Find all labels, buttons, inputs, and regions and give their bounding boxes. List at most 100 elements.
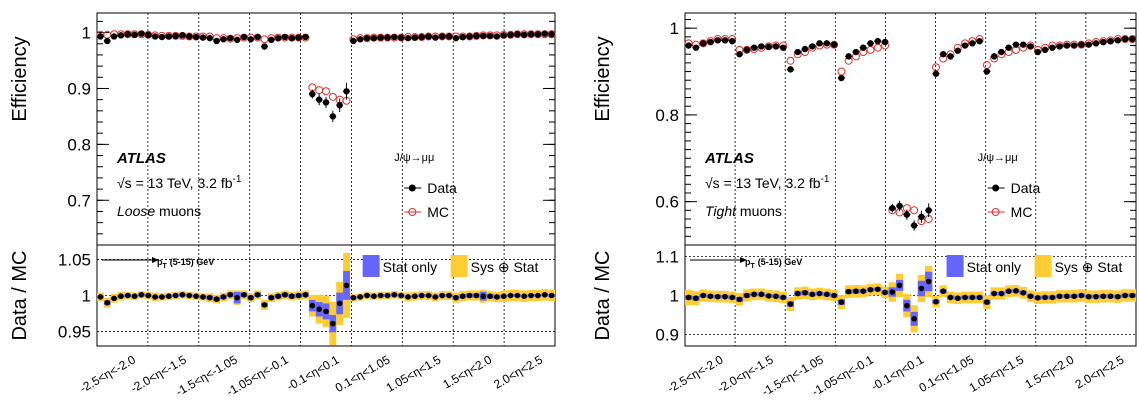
data-point [500,32,507,39]
data-point [1085,41,1092,48]
ratio-point [882,289,888,296]
data-point [714,37,721,44]
ratio-point [364,292,370,299]
pt-range: (5-15) GeV [170,257,215,267]
ratio-point [186,292,193,299]
ratio-point [124,292,131,299]
ratio-point [193,293,199,300]
ratio-point [323,308,329,315]
data-point [186,33,193,40]
ratio-point [473,292,480,299]
data-point [384,34,391,41]
luminosity-exponent: -1 [821,174,830,185]
ratio-point [398,292,404,299]
y-axis-label: Efficiency [9,36,31,121]
ratio-point [377,292,384,299]
ratio-point [816,290,823,297]
data-point [918,213,925,221]
ratio-point [275,293,281,300]
ratio-point [707,293,714,300]
data-point [527,31,535,38]
data-point [765,43,772,51]
legend-data-marker [992,184,1000,192]
data-point [896,202,903,210]
data-point [309,90,316,98]
data-point [315,96,323,103]
x-category-label: -0.1<η<0.1 [284,352,342,393]
ratio-point [439,292,446,299]
ratio-point [744,292,750,299]
data-point [117,32,125,39]
mc-point [866,45,875,54]
process-label: J/ψ→μμ [394,152,434,164]
ratio-point [794,290,801,297]
selection-suffix: muons [155,203,201,219]
data-point [1027,43,1034,50]
data-point [370,34,378,42]
ratio-point [459,293,466,300]
data-point [729,37,736,45]
ratio-tick-label: 1 [82,287,91,306]
legend-mc-marker [408,208,417,216]
pt-range: (5-15) GeV [758,257,803,267]
mc-point [837,67,846,76]
ratio-point [350,294,357,301]
data-point [302,33,309,41]
data-point [1020,41,1027,48]
energy-label: √s = 13 TeV, 3.2 fb-1 [117,174,242,191]
ratio-point [853,288,859,295]
ratio-point [991,290,997,297]
data-point [772,43,780,50]
data-point [206,34,213,42]
data-point [295,34,302,41]
data-point [1049,44,1056,51]
legend-stat-label: Stat only [383,259,437,275]
data-point [151,33,159,40]
ratio-point [1129,292,1136,299]
ratio-point [548,292,555,299]
ratio-point [1056,293,1063,300]
data-point [425,33,432,40]
ratio-point [1027,293,1034,300]
data-point [261,43,268,50]
x-category-label: -0.1<η<0.1 [869,352,927,393]
legend-mc-marker [991,208,1000,216]
data-point [969,40,976,47]
data-point [743,46,751,54]
ratio-tick-label: 1.1 [655,248,679,267]
ratio-point [268,294,275,301]
data-point [889,204,896,212]
data-point [983,68,991,75]
mc-point [982,61,991,70]
mc-point [910,206,919,215]
y-axis-label: Efficiency [592,36,614,121]
data-point [1070,42,1078,49]
selection-label: Loose muons [117,203,201,219]
y-tick-label: 0.7 [67,191,91,210]
ratio-point [780,294,787,301]
data-point [213,37,220,45]
ratio-point [918,285,925,292]
ratio-point [736,296,743,303]
ratio-point [685,294,692,301]
data-point [432,34,439,41]
ratio-point [500,293,507,300]
data-point [507,31,514,39]
ratio-point [213,296,220,302]
ratio-point [722,293,728,300]
ratio-point [773,293,779,300]
ratio-point [976,294,983,301]
data-point [179,32,186,39]
data-point [947,53,954,60]
ratio-point [494,294,500,300]
mc-point [322,87,330,96]
ratio-point [940,288,947,295]
data-point [787,66,794,73]
ratio-point [729,294,736,301]
ratio-point [1122,292,1128,299]
data-point [1129,35,1136,43]
ratio-point [1049,294,1056,301]
ratio-point [405,294,411,300]
pt-arrow-head [152,257,159,263]
ratio-axis-label: Data / MC [592,250,614,340]
